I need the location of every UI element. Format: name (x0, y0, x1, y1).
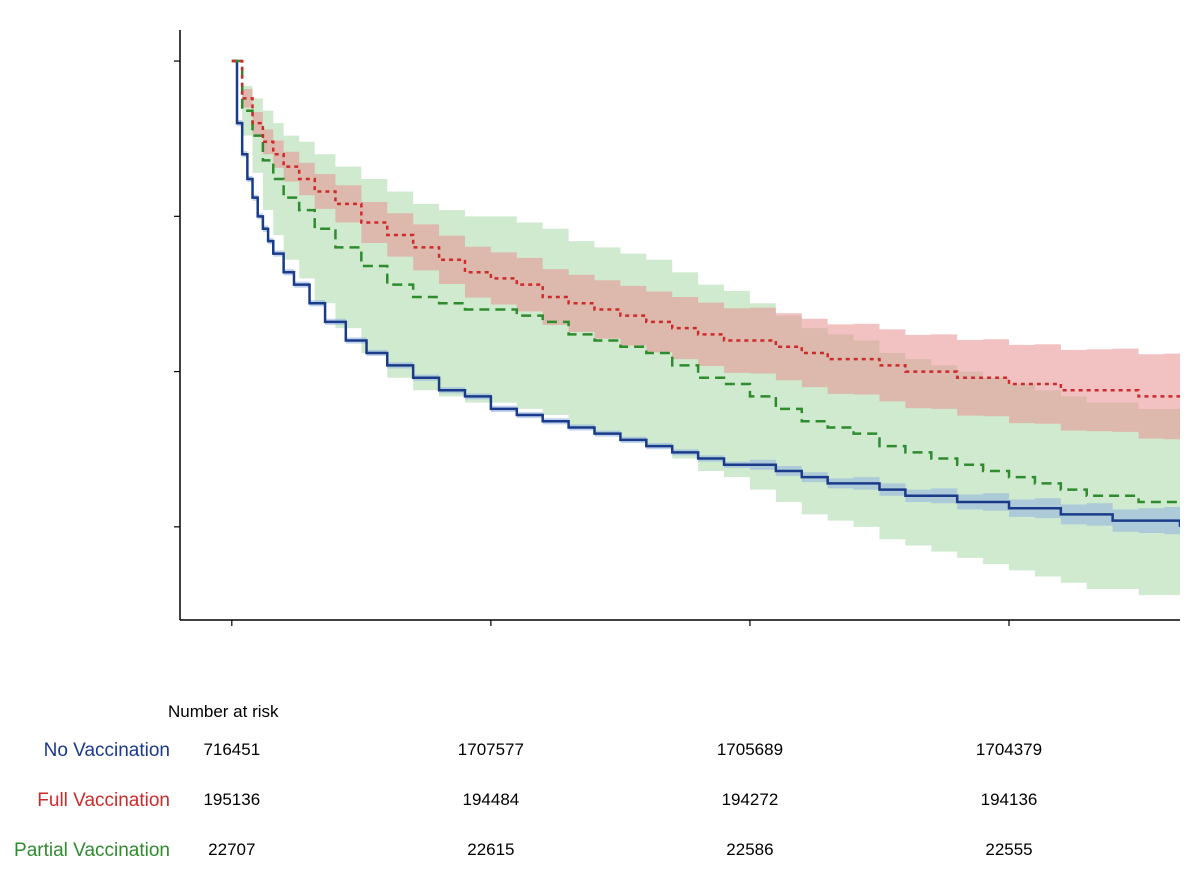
figure-container: Probability of Freedom from MACE Days si… (0, 0, 1200, 891)
risk-cell: 195136 (182, 790, 282, 810)
risk-cell: 194272 (700, 790, 800, 810)
risk-cell: 22555 (959, 840, 1059, 860)
risk-cell: 22707 (182, 840, 282, 860)
risk-table-header: Number at risk (168, 702, 279, 722)
risk-cell: 716451 (182, 740, 282, 760)
risk-cell: 22586 (700, 840, 800, 860)
risk-row-label: Partial Vaccination (10, 840, 170, 862)
risk-row-label: No Vaccination (10, 740, 170, 762)
risk-cell: 22615 (441, 840, 541, 860)
survival-plot (0, 0, 1200, 680)
risk-cell: 1707577 (441, 740, 541, 760)
risk-row-label: Full Vaccination (10, 790, 170, 812)
risk-cell: 194484 (441, 790, 541, 810)
risk-cell: 194136 (959, 790, 1059, 810)
risk-cell: 1705689 (700, 740, 800, 760)
risk-cell: 1704379 (959, 740, 1059, 760)
